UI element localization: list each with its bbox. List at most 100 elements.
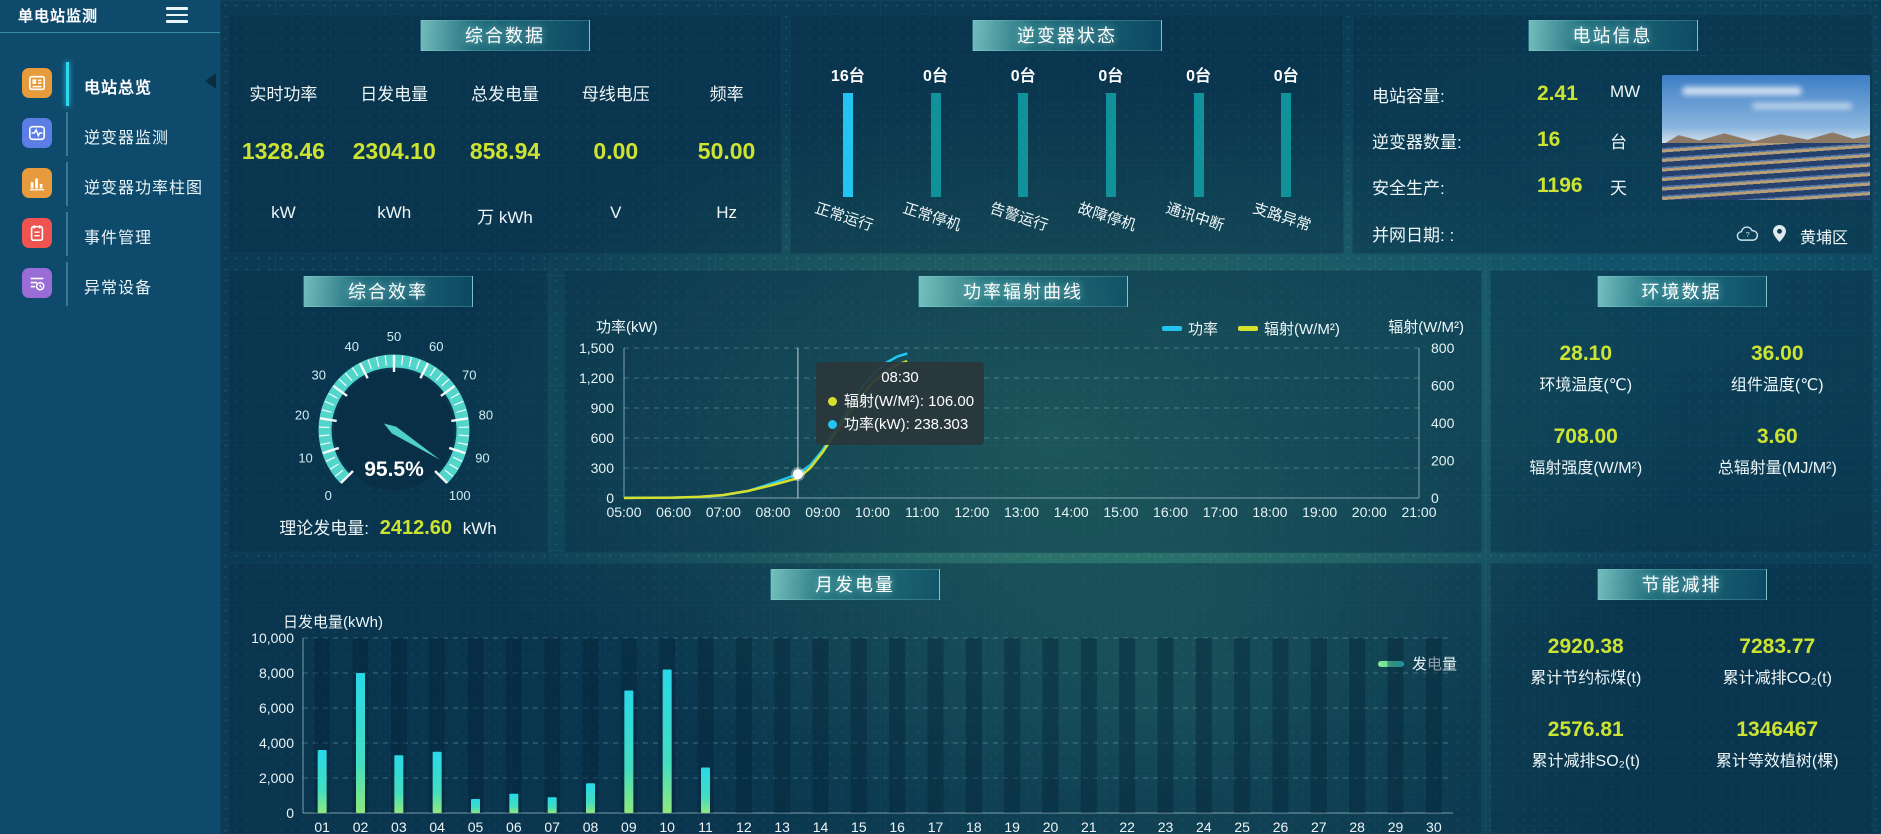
- energy-saving-metrics: 2920.38 7283.77 累计节约标煤(t) 累计减排CO₂(t) 257…: [1490, 621, 1873, 787]
- theory-generation-value: 2412.60: [379, 517, 453, 539]
- bar-axis-title: 日发电量(kWh): [283, 614, 383, 631]
- panel-title: 节能减排: [1596, 569, 1767, 600]
- station-geo: ? 黄埔区: [1736, 224, 1848, 248]
- svg-text:0: 0: [606, 490, 614, 506]
- svg-text:1,200: 1,200: [579, 370, 614, 386]
- menu-toggle-icon[interactable]: [166, 7, 188, 24]
- panel-title: 电站信息: [1527, 20, 1698, 51]
- inverter-status-normal-stop: 0台 正常停机: [900, 68, 963, 235]
- legend-swatch: [1238, 326, 1259, 331]
- panel-energy-saving: 节能减排 2920.38 7283.77 累计节约标煤(t) 累计减排CO₂(t…: [1490, 563, 1873, 834]
- sidebar-item-inverter-power-chart[interactable]: 逆变器功率柱图: [0, 162, 220, 206]
- svg-text:13:00: 13:00: [1004, 504, 1039, 520]
- chart-tooltip: 08:30 辐射(W/M²): 106.00 功率(kW): 238.303: [816, 362, 984, 445]
- svg-text:26: 26: [1273, 819, 1289, 834]
- svg-text:4,000: 4,000: [259, 735, 294, 751]
- tooltip-time: 08:30: [881, 369, 919, 386]
- item-separator: [66, 262, 68, 306]
- svg-text:06: 06: [506, 819, 522, 834]
- svg-text:0: 0: [286, 805, 294, 821]
- bar-chart-legend[interactable]: 发电量: [1378, 653, 1457, 674]
- svg-text:20:00: 20:00: [1352, 504, 1387, 520]
- svg-text:90: 90: [475, 451, 489, 466]
- trees-equivalent-value: 1346467: [1736, 718, 1819, 741]
- svg-text:600: 600: [591, 430, 615, 446]
- event-management-icon: [22, 218, 52, 248]
- station-capacity-row: 电站容量: 2.41 MW: [1372, 82, 1641, 106]
- sidebar-item-abnormal-devices[interactable]: 异常设备: [0, 262, 220, 306]
- weather-cloud-icon[interactable]: ?: [1736, 225, 1759, 247]
- svg-text:50: 50: [387, 329, 401, 344]
- sidebar-item-station-overview[interactable]: 电站总览: [0, 62, 220, 106]
- tooltip-dot: [828, 397, 837, 406]
- status-bar: [1105, 93, 1116, 197]
- safe-production-row: 安全生产: 1196 天: [1372, 174, 1627, 198]
- panel-summary: 综合数据 实时功率 1328.46 kW 日发电量 2304.10 kWh 总发…: [228, 14, 782, 254]
- svg-text:15:00: 15:00: [1103, 504, 1138, 520]
- svg-text:16: 16: [889, 819, 905, 834]
- svg-text:22: 22: [1119, 819, 1135, 834]
- metric-frequency: 频率 50.00 Hz: [697, 85, 756, 222]
- svg-text:80: 80: [479, 407, 493, 422]
- status-bar: [1018, 93, 1029, 197]
- panel-title: 月发电量: [770, 569, 940, 600]
- tooltip-power: 功率(kW): 238.303: [828, 413, 972, 436]
- sidebar-item-label: 事件管理: [84, 230, 153, 247]
- svg-text:12: 12: [736, 819, 752, 834]
- svg-text:24: 24: [1196, 819, 1212, 834]
- svg-text:14:00: 14:00: [1054, 504, 1089, 520]
- panel-station-info: 电站信息 电站容量: 2.41 MW 逆变器数量: 16 台 安全生产: 119…: [1352, 14, 1873, 254]
- svg-text:05:00: 05:00: [606, 504, 641, 520]
- location-pin-icon[interactable]: [1773, 225, 1786, 247]
- svg-text:0: 0: [325, 488, 332, 503]
- sidebar-collapse-arrow-icon[interactable]: [205, 73, 216, 89]
- svg-text:27: 27: [1311, 819, 1327, 834]
- svg-text:2,000: 2,000: [259, 770, 294, 786]
- panel-title: 综合数据: [420, 20, 590, 51]
- inverter-power-chart-icon: [22, 168, 52, 198]
- sidebar-item-label: 逆变器监测: [84, 130, 170, 147]
- panel-efficiency: 综合效率 0 10 20 30 40 50 60 70 80 90 100 95.5% 理论发电量: …: [228, 270, 548, 553]
- svg-text:400: 400: [1431, 415, 1455, 431]
- panel-title: 环境数据: [1596, 276, 1767, 307]
- svg-text:20: 20: [295, 407, 309, 422]
- svg-text:29: 29: [1388, 819, 1404, 834]
- sidebar-header: 单电站监测: [0, 0, 220, 33]
- metric-bus-voltage: 母线电压 0.00 V: [581, 85, 650, 222]
- inverter-status-fault-stop: 0台 故障停机: [1075, 68, 1138, 235]
- svg-text:12:00: 12:00: [954, 504, 989, 520]
- svg-text:1,500: 1,500: [579, 340, 614, 356]
- svg-text:100: 100: [449, 488, 471, 503]
- svg-text:09: 09: [621, 819, 637, 834]
- metric-daily-generation: 日发电量 2304.10 kWh: [352, 85, 436, 222]
- svg-text:16:00: 16:00: [1153, 504, 1188, 520]
- panel-environment: 环境数据 28.10 36.00 环境温度(℃) 组件温度(℃) 708.00 …: [1490, 270, 1873, 553]
- svg-text:13: 13: [774, 819, 790, 834]
- svg-text:0: 0: [1431, 490, 1439, 506]
- svg-text:09:00: 09:00: [805, 504, 840, 520]
- svg-text:03: 03: [391, 819, 407, 834]
- legend-power[interactable]: 功率: [1162, 318, 1218, 339]
- environment-metrics: 28.10 36.00 环境温度(℃) 组件温度(℃) 708.00 3.60 …: [1490, 328, 1873, 494]
- svg-text:11:00: 11:00: [905, 504, 939, 520]
- grid-connect-date-row: 并网日期: :: [1372, 226, 1455, 245]
- svg-text:06:00: 06:00: [656, 504, 691, 520]
- svg-text:07: 07: [544, 819, 560, 834]
- svg-text:10: 10: [659, 819, 675, 834]
- legend-radiation[interactable]: 辐射(W/M²): [1238, 318, 1340, 339]
- svg-text:07:00: 07:00: [706, 504, 741, 520]
- svg-text:10,000: 10,000: [251, 630, 294, 646]
- left-axis-title: 功率(kW): [596, 319, 658, 336]
- svg-text:28: 28: [1349, 819, 1365, 834]
- district-label[interactable]: 黄埔区: [1800, 230, 1849, 247]
- sidebar-item-inverter-monitor[interactable]: 逆变器监测: [0, 112, 220, 156]
- sidebar-item-event-management[interactable]: 事件管理: [0, 212, 220, 256]
- item-separator: [66, 112, 68, 156]
- station-overview-icon: [22, 68, 52, 98]
- inverter-count-row: 逆变器数量: 16 台: [1372, 128, 1627, 152]
- svg-text:10:00: 10:00: [855, 504, 890, 520]
- svg-text:40: 40: [345, 339, 359, 354]
- svg-text:?: ?: [1746, 229, 1750, 238]
- panel-power-curve: 功率辐射曲线 功率(kW) 功率 辐射(W/M²) 辐射(W/M²) 0 300 6…: [564, 270, 1482, 553]
- sidebar-item-label: 异常设备: [84, 280, 153, 297]
